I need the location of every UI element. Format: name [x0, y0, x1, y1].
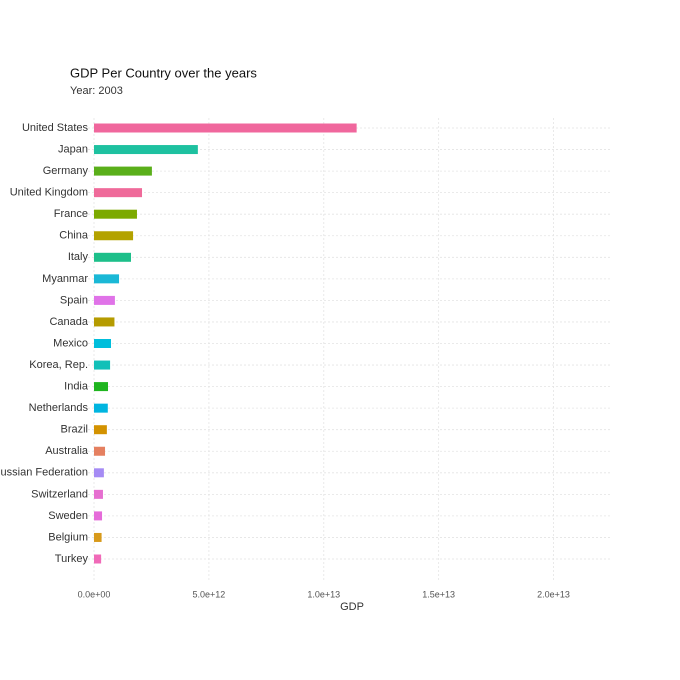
- y-tick-label: Germany: [43, 165, 89, 177]
- bar: [94, 554, 102, 564]
- bar: [94, 489, 103, 499]
- y-tick-label: France: [54, 208, 88, 220]
- x-tick-label: 0.0e+00: [78, 589, 111, 599]
- bar: [94, 339, 112, 348]
- y-tick-label: Belgium: [48, 531, 88, 543]
- y-tick-label: Canada: [49, 316, 88, 328]
- bar: [94, 382, 109, 392]
- y-tick-label: Spain: [60, 294, 88, 306]
- bar: [94, 468, 104, 478]
- x-tick-label: 5.0e+12: [192, 589, 225, 599]
- y-tick-label: Switzerland: [31, 488, 88, 500]
- x-tick-label: 1.5e+13: [422, 589, 455, 599]
- bar: [94, 188, 143, 198]
- y-tick-label: Italy: [68, 251, 89, 263]
- y-tick-label: United Kingdom: [10, 187, 88, 199]
- y-tick-label: Myanmar: [42, 273, 88, 285]
- y-tick-label: United States: [22, 122, 89, 134]
- bar: [94, 511, 103, 521]
- y-tick-label: Mexico: [53, 337, 88, 349]
- y-tick-label: Turkey: [55, 553, 89, 565]
- bar: [94, 403, 108, 413]
- bar: [94, 231, 134, 241]
- y-tick-label: Russian Federation: [0, 467, 88, 479]
- y-tick-label: Japan: [58, 143, 88, 155]
- y-tick-label: Australia: [45, 445, 89, 457]
- y-tick-label: Brazil: [60, 424, 88, 436]
- bar: [94, 360, 111, 370]
- bar: [94, 166, 152, 176]
- x-axis-title: GDP: [340, 601, 364, 613]
- bar: [94, 123, 357, 133]
- bar: [94, 252, 131, 262]
- y-tick-label: Netherlands: [29, 402, 89, 414]
- bar: [94, 425, 107, 435]
- bar: [94, 295, 115, 305]
- bar: [94, 209, 137, 219]
- y-tick-label: Korea, Rep.: [29, 359, 88, 371]
- bar: [94, 274, 120, 284]
- y-tick-label: Sweden: [48, 510, 88, 522]
- bar: [94, 446, 106, 456]
- y-tick-label: China: [59, 230, 89, 242]
- bar: [94, 317, 115, 327]
- y-tick-label: India: [64, 381, 89, 393]
- bar: [94, 145, 198, 155]
- chart-title: GDP Per Country over the years: [70, 65, 257, 80]
- x-tick-label: 2.0e+13: [537, 589, 570, 599]
- bar: [94, 532, 102, 542]
- x-tick-label: 1.0e+13: [307, 589, 340, 599]
- chart-subtitle: Year: 2003: [70, 85, 123, 97]
